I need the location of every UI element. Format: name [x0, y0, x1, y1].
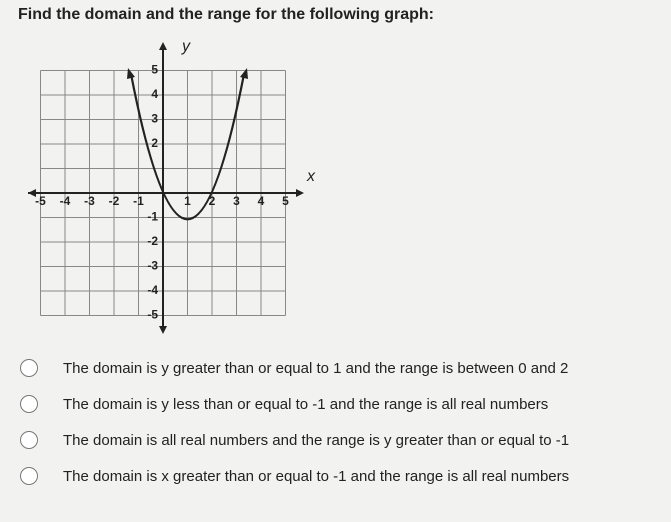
y-axis-label: y: [181, 38, 191, 55]
y-tick-label: 2: [151, 136, 158, 150]
radio-button[interactable]: [20, 431, 38, 449]
option[interactable]: The domain is y less than or equal to -1…: [20, 392, 548, 416]
radio-button[interactable]: [20, 467, 38, 485]
x-tick-label: -2: [109, 194, 120, 208]
option[interactable]: The domain is all real numbers and the r…: [20, 428, 569, 452]
arrow: [159, 326, 167, 334]
y-tick-label: -3: [147, 259, 158, 273]
x-tick-label: -4: [60, 194, 71, 208]
y-tick-label: 4: [151, 87, 158, 101]
option-text: The domain is all real numbers and the r…: [63, 431, 570, 449]
option[interactable]: The domain is y greater than or equal to…: [20, 356, 568, 380]
y-tick-label: -1: [147, 210, 158, 224]
parabola: [129, 73, 246, 221]
option-text: The domain is y less than or equal to -1…: [63, 395, 549, 413]
x-axis-label: x: [306, 168, 316, 185]
x-tick-label: -5: [35, 194, 46, 208]
x-tick-label: -1: [133, 194, 144, 208]
x-tick-label: 3: [233, 194, 240, 208]
arrow: [296, 189, 304, 197]
radio-button[interactable]: [20, 359, 38, 377]
y-tick-label: -2: [147, 234, 158, 248]
x-tick-label: 2: [209, 194, 216, 208]
arrow: [127, 68, 135, 79]
arrow: [28, 189, 36, 197]
x-tick-label: 4: [258, 194, 265, 208]
option[interactable]: The domain is x greater than or equal to…: [20, 464, 569, 488]
x-tick-label: -3: [84, 194, 95, 208]
y-tick-label: 3: [151, 112, 158, 126]
arrow: [159, 42, 167, 50]
x-tick-label: 5: [282, 194, 289, 208]
option-text: The domain is x greater than or equal to…: [63, 467, 570, 485]
option-text: The domain is y greater than or equal to…: [63, 359, 569, 377]
arrow: [240, 68, 248, 79]
y-tick-label: -4: [147, 283, 158, 297]
y-tick-label: 5: [151, 63, 158, 77]
question: Find the domain and the range for the fo…: [18, 6, 434, 23]
radio-button[interactable]: [20, 395, 38, 413]
x-tick-label: 1: [184, 194, 191, 208]
y-tick-label: -5: [147, 308, 158, 322]
